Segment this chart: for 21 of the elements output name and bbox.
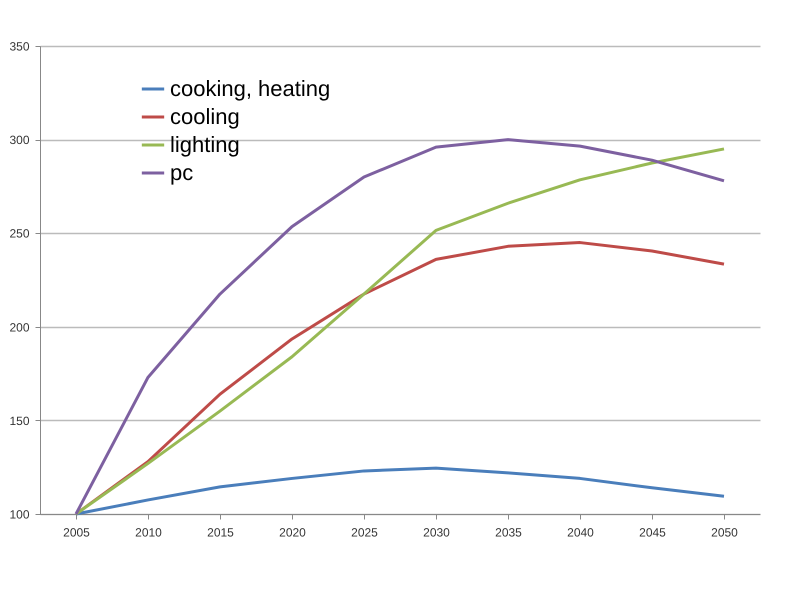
x-tick-label: 2030 <box>423 526 450 540</box>
y-tick-label: 300 <box>9 133 30 148</box>
x-tick-label: 2010 <box>135 526 162 540</box>
legend-label: cooking, heating <box>170 76 330 101</box>
x-tick-label: 2020 <box>279 526 306 540</box>
line-series <box>74 466 726 516</box>
legend-label: lighting <box>170 132 240 157</box>
x-tick-label: 2005 <box>63 526 90 540</box>
x-tick-label: 2035 <box>495 526 522 540</box>
y-tick-label: 350 <box>9 40 30 54</box>
x-tick-label: 2025 <box>351 526 378 540</box>
y-tick-label: 100 <box>9 508 30 522</box>
y-tick-label: 150 <box>9 414 30 428</box>
x-tick-label: 2045 <box>639 526 666 540</box>
y-tick-label: 200 <box>9 320 30 334</box>
x-tick-label: 2040 <box>567 526 594 540</box>
x-tick-label: 2050 <box>711 526 738 540</box>
legend-label: pc <box>170 160 194 185</box>
x-tick-label: 2015 <box>207 526 234 540</box>
y-tick-label: 250 <box>9 226 30 241</box>
legend-label: cooling <box>170 104 240 129</box>
